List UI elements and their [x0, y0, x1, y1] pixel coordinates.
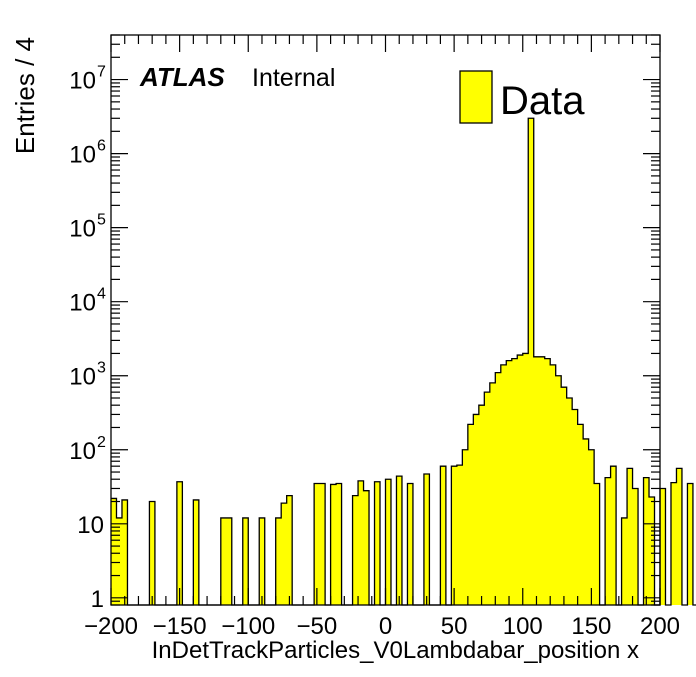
y-tick-label: 10 — [77, 512, 104, 539]
histogram-bar — [533, 356, 540, 605]
histogram-bar — [660, 488, 666, 605]
x-tick-label: 100 — [503, 613, 543, 640]
histogram-bar — [511, 358, 518, 605]
histogram-bar — [495, 372, 502, 605]
histogram-bar — [319, 483, 326, 605]
y-tick-exponent: 2 — [97, 434, 106, 451]
histogram-bar — [670, 482, 677, 605]
x-tick-label: −150 — [153, 613, 207, 640]
y-tick-label: 10 — [69, 142, 96, 169]
x-tick-label: −50 — [297, 613, 338, 640]
y-tick-label: 10 — [69, 216, 96, 243]
histogram-bar — [583, 438, 590, 605]
histogram-bar — [275, 517, 282, 605]
histogram-bar — [555, 375, 562, 605]
x-tick-label: 50 — [441, 613, 468, 640]
histogram-bar — [632, 488, 639, 605]
histogram-bar — [561, 387, 568, 605]
histogram-bar — [385, 479, 392, 605]
histogram-bar — [610, 466, 617, 605]
legend-label: Data — [500, 79, 585, 123]
histogram-bar — [517, 355, 524, 605]
y-tick-exponent: 6 — [97, 138, 106, 155]
y-tick-exponent: 4 — [97, 286, 106, 303]
histogram-bar — [176, 481, 183, 605]
internal-label: Internal — [252, 64, 335, 92]
histogram-bar — [374, 481, 381, 605]
histogram-bar — [489, 382, 496, 605]
y-tick-exponent: 7 — [97, 64, 106, 81]
histogram-bar — [506, 360, 513, 605]
y-tick-label: 10 — [69, 364, 96, 391]
y-tick-label: 10 — [69, 68, 96, 95]
histogram-bar — [286, 495, 293, 605]
y-tick-exponent: 3 — [97, 360, 106, 377]
x-tick-label: 200 — [640, 613, 680, 640]
histogram-bar — [627, 468, 633, 605]
histogram-bar — [363, 490, 370, 605]
y-tick-label: 1 — [91, 586, 104, 613]
histogram-bar — [544, 358, 551, 605]
histogram-bar — [500, 364, 507, 605]
histogram-bar — [621, 517, 628, 605]
histogram-bar — [111, 498, 117, 605]
histogram-bar — [149, 501, 156, 605]
histogram-bar — [566, 398, 573, 605]
x-tick-label: 150 — [571, 613, 611, 640]
histogram-bar — [281, 503, 288, 605]
histogram-bar — [330, 484, 337, 605]
y-axis-label: Entries / 4 — [10, 37, 40, 154]
histogram-bar — [649, 497, 655, 605]
atlas-label: ATLAS — [139, 62, 225, 92]
y-tick-label: 10 — [69, 290, 96, 317]
histogram-bar — [352, 495, 359, 605]
histogram-bar — [314, 483, 321, 605]
histogram-bar — [676, 468, 683, 605]
x-tick-label: −100 — [221, 613, 275, 640]
histogram-bar — [226, 517, 233, 605]
histogram-bar — [572, 409, 579, 605]
histogram-bar — [451, 466, 458, 605]
histogram-bar — [473, 414, 480, 605]
histogram-bar — [462, 449, 469, 605]
histogram-bar — [407, 483, 414, 605]
histogram-bar — [594, 483, 601, 605]
histogram-bar — [522, 353, 529, 605]
histogram-bar — [588, 449, 595, 605]
histogram-bar — [643, 477, 650, 605]
histogram-bar — [550, 364, 557, 605]
legend-swatch — [459, 70, 493, 124]
histogram-bar — [423, 474, 430, 605]
histogram-bar — [456, 465, 463, 605]
histogram-bar — [467, 424, 474, 605]
histogram-bar — [478, 405, 485, 605]
histogram-bar — [242, 517, 249, 605]
histogram-bars — [111, 118, 694, 605]
histogram-bar — [396, 476, 403, 605]
histogram-bar — [259, 517, 266, 605]
histogram-bar — [116, 517, 123, 605]
x-tick-label: 0 — [379, 613, 392, 640]
histogram-bar — [484, 392, 491, 605]
y-tick-label: 10 — [69, 438, 96, 465]
histogram-bar — [220, 517, 227, 605]
histogram-bar — [539, 356, 546, 605]
y-tick-exponent: 5 — [97, 212, 106, 229]
histogram-bar — [358, 480, 364, 605]
histogram-bar — [121, 499, 128, 605]
histogram-bar — [528, 118, 535, 605]
x-axis-label: InDetTrackParticles_V0Lambdabar_position… — [152, 637, 639, 664]
histogram-bar — [336, 483, 342, 605]
histogram-bar — [577, 424, 584, 605]
histogram-bar — [193, 499, 200, 605]
axis-ticks — [110, 34, 661, 606]
histogram-bar — [605, 477, 611, 605]
histogram-bar — [440, 466, 447, 605]
histogram-bar — [687, 483, 694, 605]
x-tick-label: −200 — [84, 613, 138, 640]
